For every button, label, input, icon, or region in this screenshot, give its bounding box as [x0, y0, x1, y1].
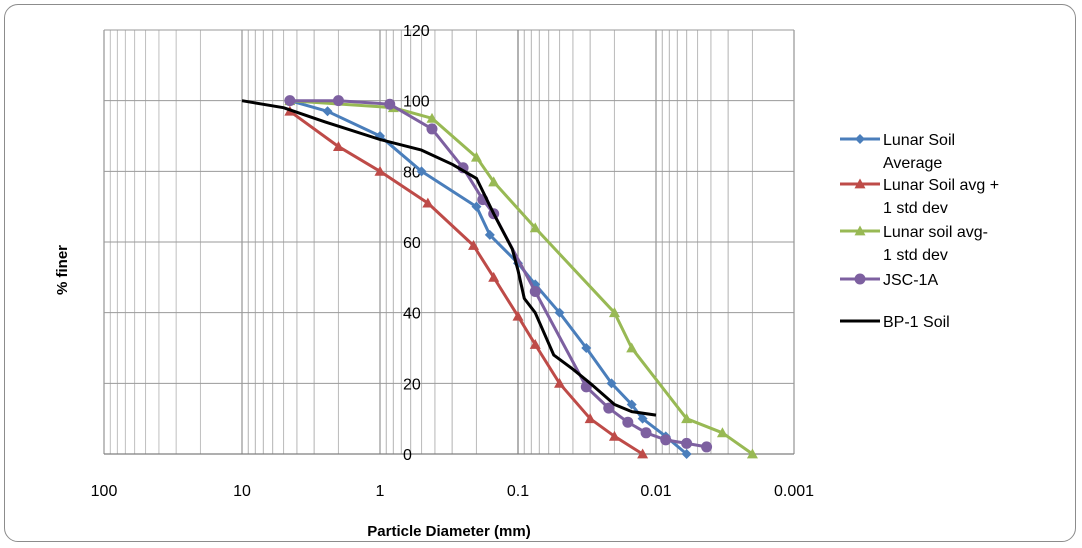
data-point [637, 448, 649, 459]
data-point [622, 416, 634, 428]
data-point [554, 307, 565, 318]
data-point [626, 399, 637, 410]
series-line [289, 99, 707, 449]
series-1 [284, 95, 692, 459]
data-point [603, 402, 615, 414]
data-point [554, 377, 566, 388]
data-point [426, 112, 438, 123]
legend-marker [854, 178, 866, 189]
data-point [681, 437, 693, 449]
data-point [640, 427, 652, 439]
x-tick-label: 0.1 [507, 483, 529, 500]
series-line [289, 99, 754, 456]
x-tick-label: 0.01 [640, 483, 671, 500]
legend-label: 1 std dev [883, 200, 948, 217]
data-point [637, 413, 648, 424]
x-tick-label: 0.001 [774, 483, 814, 500]
data-point [384, 98, 396, 110]
legend: Lunar Soil Average Lunar Soil avg + 1 std d… [840, 132, 999, 331]
legend-label: Lunar Soil avg + [883, 177, 999, 194]
y-tick-label: 60 [403, 235, 421, 252]
data-point [701, 441, 713, 453]
legend-item: Lunar Soil avg + 1 std dev [840, 177, 999, 217]
data-point [488, 176, 500, 187]
legend-label: Lunar Soil [883, 132, 955, 149]
legend-label: 1 std dev [883, 247, 948, 264]
data-point [529, 285, 541, 297]
y-tick-label: 0 [403, 447, 412, 464]
legend-item: Lunar soil avg- 1 std dev [840, 224, 988, 264]
legend-marker [854, 225, 866, 236]
legend-label: Average [883, 155, 942, 172]
legend-item: Lunar Soil Average [840, 132, 955, 172]
y-tick-label: 40 [403, 306, 421, 323]
data-point [468, 240, 480, 250]
data-point [332, 95, 344, 107]
series-4 [284, 95, 713, 453]
x-axis-title: Particle Diameter (mm) [367, 523, 530, 540]
legend-label: Lunar soil avg- [883, 224, 988, 241]
x-tick-label: 10 [233, 483, 251, 500]
legend-label: JSC-1A [883, 272, 938, 289]
legend-item: JSC-1A [840, 272, 938, 289]
data-point [746, 448, 758, 459]
data-point [426, 123, 438, 135]
chart-frame [4, 4, 1076, 542]
series-line [241, 99, 657, 417]
data-point [416, 166, 427, 177]
data-point [581, 343, 592, 353]
series-group [241, 95, 758, 459]
data-point [584, 413, 596, 424]
y-tick-label: 120 [403, 23, 430, 40]
data-point [608, 307, 620, 318]
data-point [470, 151, 482, 162]
data-point [422, 197, 434, 208]
legend-label: BP-1 Soil [883, 314, 950, 331]
data-point [716, 427, 728, 438]
x-tick-label: 1 [376, 483, 385, 500]
data-point [374, 165, 386, 176]
data-point [606, 378, 617, 389]
data-point [322, 106, 333, 117]
data-point [484, 229, 495, 240]
data-point [681, 449, 692, 459]
legend-marker [855, 134, 865, 144]
data-point [529, 222, 541, 233]
data-point [471, 201, 482, 212]
series-2 [284, 105, 649, 459]
series-5 [241, 99, 657, 417]
data-point [332, 141, 344, 151]
data-point [512, 310, 524, 321]
y-tick-label: 20 [403, 376, 421, 393]
y-tick-label: 100 [403, 94, 430, 111]
y-axis-title: % finer [54, 245, 71, 295]
grid-lines [103, 29, 795, 455]
data-point [284, 95, 296, 107]
data-point [608, 430, 620, 441]
legend-marker [854, 273, 866, 285]
data-point [488, 271, 500, 282]
data-point [529, 338, 541, 349]
x-tick-label: 100 [91, 483, 118, 500]
axes [104, 30, 794, 455]
data-point [681, 413, 693, 424]
data-point [626, 342, 638, 353]
legend-item: BP-1 Soil [840, 314, 950, 331]
data-point [660, 434, 672, 446]
